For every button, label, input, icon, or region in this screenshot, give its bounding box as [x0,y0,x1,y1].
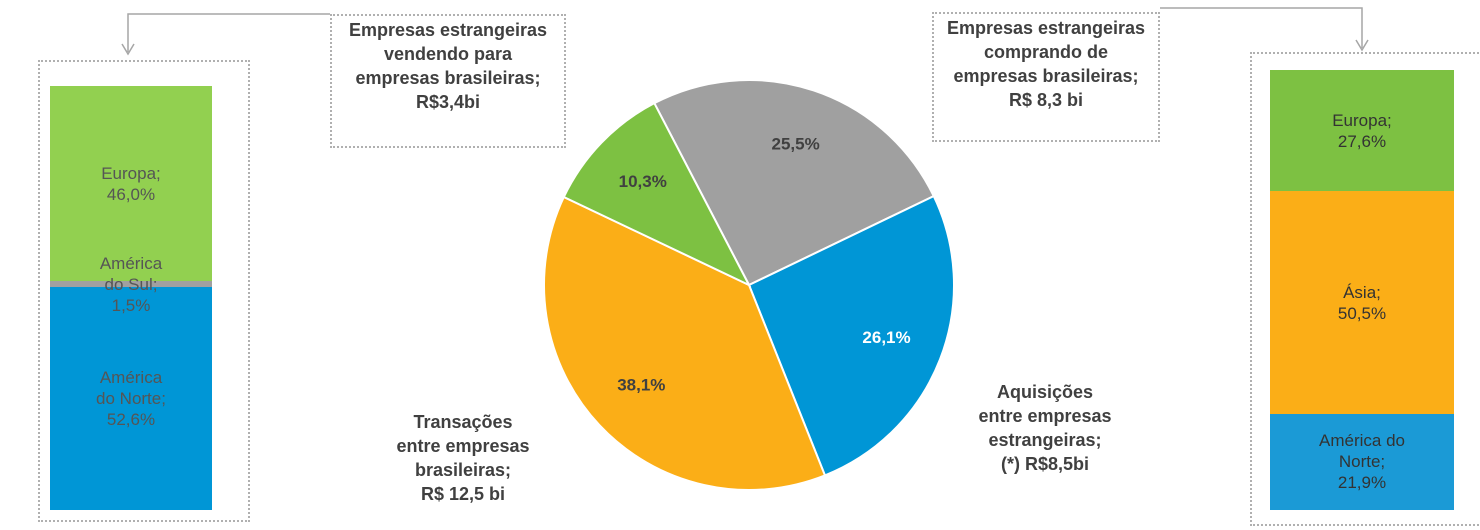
pie-slice [562,101,752,288]
value-label: 50,5% [1337,303,1387,323]
bar-segment: Europa; 27,6% [1270,70,1454,192]
value-label: 27,6% [1337,131,1387,151]
series-name: Europa; [1332,110,1392,130]
value-label: 26,1% [862,328,910,347]
bar-segment: Ásia; 50,5% [1270,191,1454,414]
value-label: 21,9% [1337,473,1387,493]
arrow [127,13,330,52]
pie-slice [747,194,955,477]
frame [932,12,1160,142]
value-label: 25,5% [771,134,819,153]
segment-label: América do Sul; 1,5% [96,253,166,316]
annotation-line: empresas brasileiras; [355,68,541,88]
value-label: 46,0% [106,184,156,204]
value-label: 1,5% [111,295,151,315]
pie-slice [543,195,827,491]
annotation-line: Empresas estrangeiras [348,20,548,40]
segment-label: Europa; 27,6% [1307,110,1417,152]
annotation-line: entre empresas [396,436,530,456]
annotation-line: R$ 12,5 bi [420,484,506,504]
series-name: América do Norte; [1319,431,1405,472]
arrowhead [1355,39,1369,52]
annotation: Transações entre empresas brasileiras; R$ 1… [350,410,576,506]
annotation-line: estrangeiras; [988,430,1102,450]
annotation-line: Aquisições [996,382,1094,402]
annotation-line: Transações [413,412,513,432]
annotation-line: (*) R$8,5bi [1000,454,1090,474]
bar-segment: Europa; 46,0% [50,86,212,282]
annotation-line: empresas brasileiras; [953,66,1139,86]
segment-label: Europa; 46,0% [96,163,166,205]
annotation-line: vendendo para [383,44,513,64]
value-label: 52,6% [106,410,156,430]
annotation: Empresas estrangeiras vendendo para empres… [336,18,560,114]
annotation: Empresas estrangeiras comprando de empresa… [934,16,1158,112]
bar-segment: América do Sul; 1,5% [50,254,212,315]
annotation-line: brasileiras; [414,460,512,480]
series-name: América do Sul; [99,253,163,294]
frame [330,14,566,148]
pie-slice [652,79,936,287]
series-name: América do Norte; [96,368,166,409]
value-label: 38,1% [617,375,665,394]
bar-segment: América do Norte; 21,9% [1270,413,1454,510]
series-name: Europa; [101,163,161,183]
annotation-line: R$3,4bi [415,92,481,112]
value-label: 10,3% [619,172,667,191]
frame [1250,52,1480,526]
bar-segment: América do Norte; 52,6% [50,287,212,511]
annotation: Aquisições entre empresas estrangeiras; (*)… [930,380,1160,476]
annotation-line: comprando de [983,42,1108,62]
segment-label: América do Norte; 52,6% [96,367,166,430]
annotation-line: entre empresas [978,406,1112,426]
frame [38,60,250,522]
arrowhead [121,43,135,56]
annotation-line: R$ 8,3 bi [1008,90,1084,110]
series-name: Ásia; [1343,282,1381,302]
segment-label: América do Norte; 21,9% [1307,430,1417,493]
segment-label: Ásia; 50,5% [1307,282,1417,324]
annotation-line: Empresas estrangeiras [946,18,1146,38]
arrow [1160,7,1363,48]
